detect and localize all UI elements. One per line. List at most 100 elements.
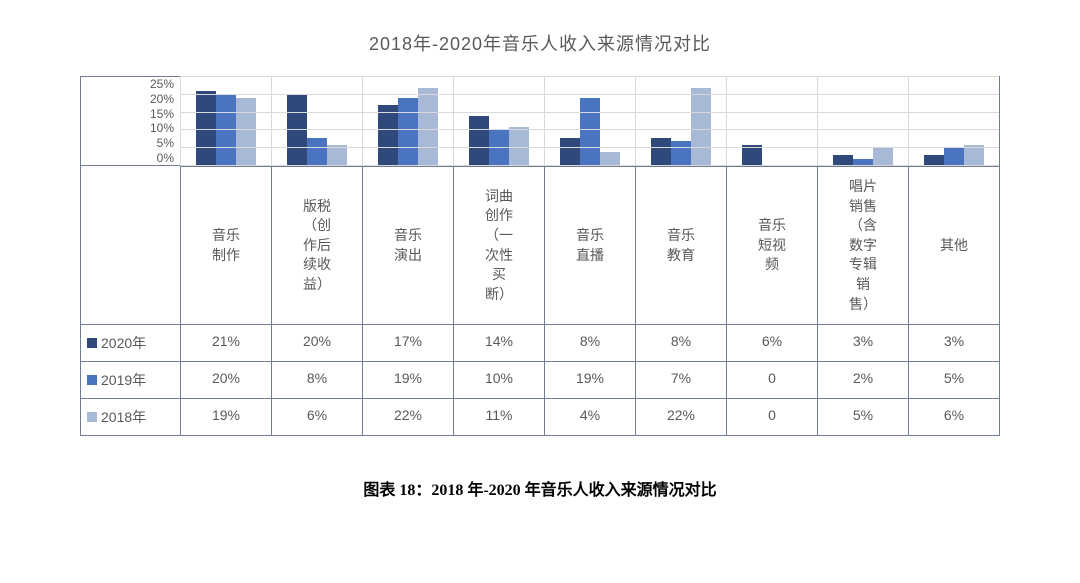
category-label: 音乐演出 [393, 226, 424, 265]
y-tick: 20% [150, 92, 174, 106]
category-spacer [80, 166, 180, 325]
grid-line [180, 147, 999, 148]
data-cell: 0 [726, 399, 817, 435]
bar [469, 116, 489, 166]
series-header: 2019年 [80, 362, 180, 398]
bar [873, 148, 893, 166]
bar [287, 95, 307, 166]
bar-group [271, 77, 362, 166]
series-header: 2018年 [80, 399, 180, 435]
y-tick: 15% [150, 107, 174, 121]
data-cell: 14% [453, 325, 544, 361]
category-cell: 音乐制作 [180, 166, 271, 325]
data-cell: 6% [908, 399, 999, 435]
data-cell: 8% [544, 325, 635, 361]
bar [580, 98, 600, 166]
data-cell: 6% [726, 325, 817, 361]
category-cell: 唱片销售（含数字专辑销售） [817, 166, 908, 325]
data-cell: 21% [180, 325, 271, 361]
bar [489, 130, 509, 166]
bar [307, 138, 327, 166]
bar-group [726, 77, 817, 166]
data-cell: 10% [453, 362, 544, 398]
bar [651, 138, 671, 166]
data-cell: 19% [544, 362, 635, 398]
bar-group [362, 77, 453, 166]
category-label: 版税（创作后续收益） [302, 197, 333, 295]
data-cell: 3% [908, 325, 999, 361]
bar [216, 95, 236, 166]
y-axis: 25%20%15%10%5%0% [80, 76, 180, 166]
legend-swatch [87, 375, 97, 385]
category-cell: 音乐演出 [362, 166, 453, 325]
data-cell: 0 [726, 362, 817, 398]
data-cell: 2% [817, 362, 908, 398]
bar [236, 98, 256, 166]
category-label: 音乐直播 [575, 226, 606, 265]
chart-container: 2018年-2020年音乐人收入来源情况对比 25%20%15%10%5%0% … [80, 30, 1000, 500]
series-name: 2020年 [101, 333, 146, 353]
category-cell: 音乐直播 [544, 166, 635, 325]
y-tick: 5% [157, 136, 174, 150]
bar-group [180, 77, 271, 166]
data-row: 2020年21%20%17%14%8%8%6%3%3% [80, 325, 1000, 362]
category-label: 词曲创作（一次性买断） [484, 187, 515, 305]
data-cell: 19% [180, 399, 271, 435]
plot-row: 25%20%15%10%5%0% [80, 76, 1000, 166]
data-cell: 20% [271, 325, 362, 361]
y-tick: 0% [157, 151, 174, 165]
bar [671, 141, 691, 166]
data-cell: 22% [362, 399, 453, 435]
y-tick: 10% [150, 121, 174, 135]
bar-group [544, 77, 635, 166]
series-name: 2019年 [101, 370, 146, 390]
grid-line [180, 112, 999, 113]
data-cell: 7% [635, 362, 726, 398]
category-cell: 词曲创作（一次性买断） [453, 166, 544, 325]
category-cell: 其他 [908, 166, 999, 325]
bar-group [635, 77, 726, 166]
bar [944, 148, 964, 166]
category-label: 唱片销售（含数字专辑销售） [848, 177, 879, 314]
data-cell: 20% [180, 362, 271, 398]
category-cell: 音乐短视频 [726, 166, 817, 325]
bar [560, 138, 580, 166]
grid-line [180, 165, 999, 166]
data-cell: 8% [635, 325, 726, 361]
data-cell: 8% [271, 362, 362, 398]
category-row: 音乐制作 版税（创作后续收益） 音乐演出 词曲创作（一次性买断） 音乐直播 音乐教育 音乐短… [80, 166, 1000, 325]
bar-group [908, 77, 999, 166]
data-cell: 6% [271, 399, 362, 435]
data-cell: 3% [817, 325, 908, 361]
category-label: 音乐制作 [211, 226, 242, 265]
category-label: 音乐短视频 [757, 216, 788, 275]
bar-group [453, 77, 544, 166]
bar [418, 88, 438, 166]
y-tick: 25% [150, 77, 174, 91]
grid-line [180, 94, 999, 95]
data-cell: 5% [908, 362, 999, 398]
data-cell: 5% [817, 399, 908, 435]
grid-line [180, 129, 999, 130]
category-label: 其他 [940, 236, 968, 256]
data-cell: 22% [635, 399, 726, 435]
plot-area [180, 76, 1000, 166]
category-cell: 音乐教育 [635, 166, 726, 325]
data-cell: 4% [544, 399, 635, 435]
legend-swatch [87, 338, 97, 348]
bar [691, 88, 711, 166]
chart-title: 2018年-2020年音乐人收入来源情况对比 [80, 30, 1000, 56]
bar [378, 105, 398, 166]
legend-swatch [87, 412, 97, 422]
bar [600, 152, 620, 166]
data-row: 2018年19%6%22%11%4%22%05%6% [80, 399, 1000, 436]
category-label: 音乐教育 [666, 226, 697, 265]
figure-caption: 图表 18：2018 年-2020 年音乐人收入来源情况对比 [80, 476, 1000, 500]
category-cell: 版税（创作后续收益） [271, 166, 362, 325]
grid-line [180, 76, 999, 77]
data-cell: 19% [362, 362, 453, 398]
series-name: 2018年 [101, 407, 146, 427]
bar [398, 98, 418, 166]
data-cell: 11% [453, 399, 544, 435]
data-row: 2019年20%8%19%10%19%7%02%5% [80, 362, 1000, 399]
